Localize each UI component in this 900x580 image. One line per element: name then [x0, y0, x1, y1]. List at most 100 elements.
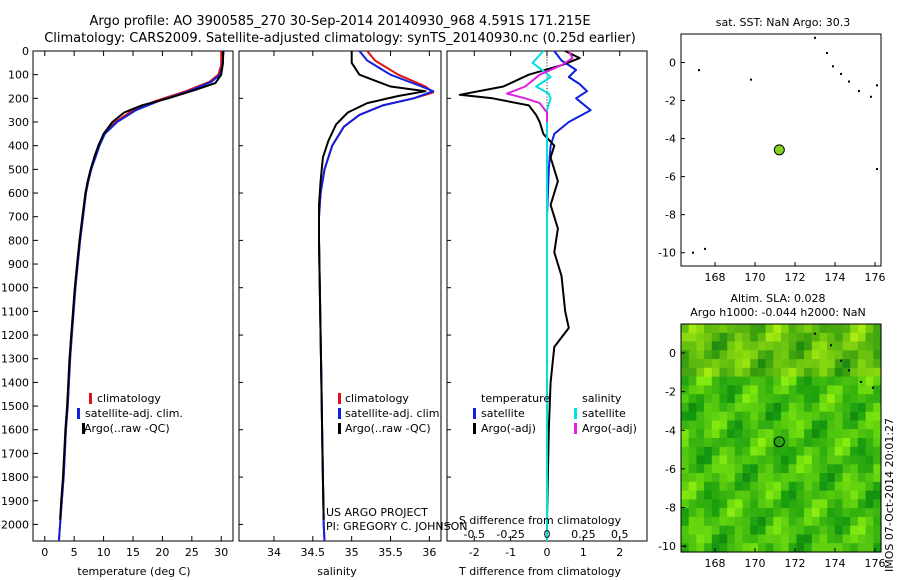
sla-heatmap-cell	[765, 490, 774, 500]
legend-label-climatology: climatology	[97, 392, 161, 405]
sla-heatmap-cell	[788, 359, 797, 369]
sla-heatmap-cell	[834, 367, 844, 378]
sla-heatmap-cell	[688, 464, 697, 474]
sla-heatmap-cell	[688, 402, 697, 413]
sla-heatmap-cell	[719, 350, 728, 360]
sla-heatmap-cell	[857, 332, 867, 343]
sla-heatmap-cell	[688, 455, 697, 465]
sla-heatmap-cell	[788, 446, 797, 457]
sla-heatmap-cell	[711, 455, 721, 465]
sla-heatmap-cell	[742, 402, 751, 413]
sla-heatmap-cell	[681, 543, 690, 553]
sla-heatmap-cell	[765, 516, 774, 527]
sla-heatmap-cell	[750, 324, 759, 334]
sla-heatmap-cell	[834, 490, 844, 500]
sla-heatmap-cell	[719, 464, 728, 474]
sla-heatmap-cell	[873, 376, 882, 386]
sla-heatmap-cell	[734, 543, 744, 553]
sla-heatmap-cell	[804, 481, 813, 492]
y-tick-label: 900	[8, 258, 29, 271]
sla-heatmap-cell	[765, 499, 774, 509]
sla-heatmap-cell	[765, 429, 774, 439]
sla-heatmap-cell	[788, 473, 797, 483]
y-tick-label: -8	[665, 209, 676, 222]
sla-heatmap-cell	[704, 490, 713, 500]
sla-heatmap-cell	[834, 359, 844, 369]
sla-heatmap-cell	[857, 481, 867, 492]
sla-heatmap-cell	[873, 394, 882, 404]
plot-frame	[32, 50, 234, 542]
sla-heatmap-cell	[850, 385, 859, 395]
sla-heatmap-cell	[857, 420, 867, 430]
sla-heatmap-cell	[719, 446, 728, 457]
sla-heatmap-cell	[688, 438, 697, 448]
sla-heatmap-cell	[834, 455, 844, 465]
sla-heatmap-cell	[781, 394, 790, 404]
sla-heatmap-cell	[819, 402, 828, 413]
sla-heatmap-cell	[727, 438, 736, 448]
sla-heatmap-cell	[765, 341, 774, 351]
sla-heatmap-cell	[804, 455, 813, 465]
temperature-xlabel: temperature (deg C)	[77, 565, 190, 578]
sla-heatmap-cell	[781, 508, 790, 518]
y-tick-label: 1700	[1, 447, 29, 460]
sla-heatmap-cell	[688, 350, 697, 360]
sla-heatmap-cell	[788, 341, 797, 351]
coastline-point	[832, 65, 834, 68]
sla-heatmap-cell	[757, 332, 767, 343]
sla-heatmap-cell	[827, 481, 836, 492]
sla-heatmap-cell	[734, 402, 744, 413]
sla-heatmap-cell	[842, 490, 851, 500]
coastline-point	[858, 90, 860, 93]
sla-heatmap-cell	[788, 385, 797, 395]
y-tick-label: 400	[8, 140, 29, 153]
sla-heatmap-cell	[842, 508, 851, 518]
legend-label-s-argo: Argo(-adj)	[582, 422, 637, 435]
sla-heatmap-cell	[850, 411, 859, 422]
sla-heatmap-cell	[827, 376, 836, 386]
coastline-point	[698, 69, 700, 72]
sla-heatmap-cell	[865, 516, 874, 527]
sla-heatmap-cell	[827, 499, 836, 509]
sla-heatmap-cell	[765, 481, 774, 492]
sla-heatmap-cell	[827, 420, 836, 430]
sla-heatmap-cell	[796, 367, 805, 378]
legend-swatch-argo	[82, 423, 85, 434]
sla-heatmap-cell	[819, 350, 828, 360]
sla-heatmap-cell	[819, 481, 828, 492]
sla-heatmap-cell	[734, 473, 744, 483]
sla-heatmap-cell	[857, 350, 867, 360]
sla-heatmap-cell	[857, 367, 867, 378]
sla-heatmap-cell	[842, 367, 851, 378]
argo-position-marker	[773, 144, 785, 156]
y-tick-label: -10	[658, 247, 676, 260]
sla-heatmap-cell	[681, 385, 690, 395]
sla-heatmap-cell	[719, 367, 728, 378]
salinity-xlabel: salinity	[317, 565, 357, 578]
sla-heatmap-cell	[688, 543, 697, 553]
coastline-point	[848, 369, 850, 372]
sla-heatmap-cell	[834, 446, 844, 457]
sla-heatmap-cell	[857, 534, 867, 544]
sla-heatmap-cell	[796, 499, 805, 509]
legend-label-argo: Argo(..raw -QC)	[345, 422, 431, 435]
sla-heatmap-cell	[819, 324, 828, 334]
sla-heatmap-cell	[734, 411, 744, 422]
sla-heatmap-cell	[711, 332, 721, 343]
sla-heatmap-cell	[757, 534, 767, 544]
sla-heatmap-cell	[857, 394, 867, 404]
sla-heatmap-cell	[711, 490, 721, 500]
sla-heatmap-cell	[873, 438, 882, 448]
sla-heatmap-cell	[788, 332, 797, 343]
sla-heatmap-cell	[850, 332, 859, 343]
sla-map-panel: 168 170 172 174 176 0 -2 -4 -6 -8 -10	[658, 323, 886, 570]
sla-heatmap-cell	[811, 411, 821, 422]
sla-heatmap-cell	[750, 350, 759, 360]
sla-heatmap-cell	[804, 367, 813, 378]
x-tick-label: 174	[825, 271, 846, 284]
sla-heatmap-cell	[796, 534, 805, 544]
sla-heatmap-cell	[742, 359, 751, 369]
sla-heatmap-cell	[681, 429, 690, 439]
sla-heatmap-cell	[765, 402, 774, 413]
